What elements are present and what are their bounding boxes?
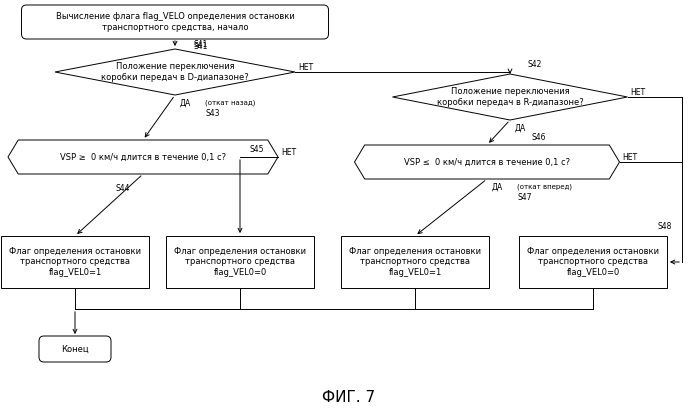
Bar xyxy=(166,236,314,288)
Bar xyxy=(1,236,149,288)
Bar xyxy=(519,236,667,288)
FancyBboxPatch shape xyxy=(22,5,329,39)
Text: VSP ≥  0 км/ч длится в течение 0,1 с?: VSP ≥ 0 км/ч длится в течение 0,1 с? xyxy=(60,153,226,161)
Text: S48: S48 xyxy=(657,221,671,231)
Bar xyxy=(341,236,489,288)
Text: S45: S45 xyxy=(250,145,264,153)
Polygon shape xyxy=(8,140,278,174)
Text: НЕТ: НЕТ xyxy=(281,148,296,156)
Text: Флаг определения остановки
транспортного средства
flag_VEL0=0: Флаг определения остановки транспортного… xyxy=(527,247,659,277)
Text: Конец: Конец xyxy=(62,344,89,354)
Text: S42: S42 xyxy=(528,60,542,68)
Text: ФИГ. 7: ФИГ. 7 xyxy=(322,390,375,405)
Polygon shape xyxy=(393,74,628,120)
Text: ДА: ДА xyxy=(492,183,503,191)
FancyBboxPatch shape xyxy=(39,336,111,362)
Text: НЕТ: НЕТ xyxy=(630,88,646,96)
Polygon shape xyxy=(354,145,619,179)
Text: (откат назад): (откат назад) xyxy=(205,100,255,106)
Text: ДА: ДА xyxy=(515,123,526,133)
Text: Вычисление флага flag_VELO определения остановки
транспортного средства, начало: Вычисление флага flag_VELO определения о… xyxy=(56,12,294,32)
Text: S43: S43 xyxy=(205,108,219,118)
Text: Положение переключения
коробки передач в R-диапазоне?: Положение переключения коробки передач в… xyxy=(437,87,584,107)
Text: Флаг определения остановки
транспортного средства
flag_VEL0=1: Флаг определения остановки транспортного… xyxy=(9,247,141,277)
Text: S47: S47 xyxy=(517,193,531,201)
Text: VSP ≤  0 км/ч длится в течение 0,1 с?: VSP ≤ 0 км/ч длится в течение 0,1 с? xyxy=(404,158,570,166)
Text: S41: S41 xyxy=(193,40,208,48)
Text: Флаг определения остановки
транспортного средства
flag_VEL0=1: Флаг определения остановки транспортного… xyxy=(349,247,481,277)
Text: ДА: ДА xyxy=(180,98,192,108)
Text: S46: S46 xyxy=(532,133,547,141)
Polygon shape xyxy=(55,49,295,95)
Text: S41: S41 xyxy=(193,42,208,50)
Text: НЕТ: НЕТ xyxy=(298,63,313,71)
Text: НЕТ: НЕТ xyxy=(623,153,637,161)
Text: Флаг определения остановки
транспортного средства
flag_VEL0=0: Флаг определения остановки транспортного… xyxy=(174,247,306,277)
Text: S44: S44 xyxy=(115,183,129,193)
Text: Положение переключения
коробки передач в D-диапазоне?: Положение переключения коробки передач в… xyxy=(101,62,249,82)
Text: (откат вперед): (откат вперед) xyxy=(517,184,572,190)
